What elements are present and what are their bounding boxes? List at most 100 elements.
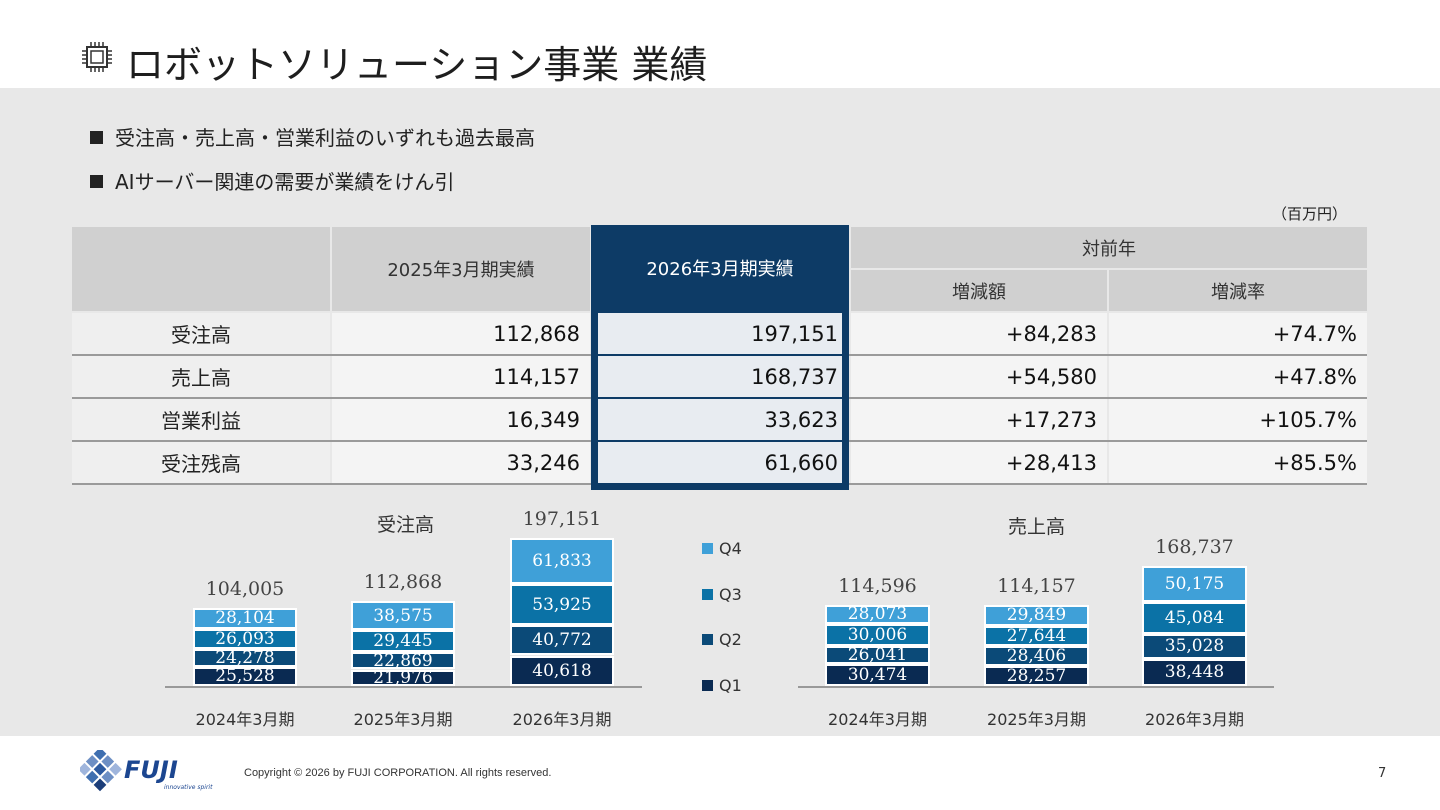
row-curr-value: 61,660 bbox=[598, 442, 842, 483]
chart-title: 売上高 bbox=[1008, 516, 1066, 538]
chip-icon bbox=[82, 42, 112, 72]
row-label: 受注残高 bbox=[72, 442, 330, 483]
title-bar: ロボットソリューション事業 業績 bbox=[0, 0, 1440, 88]
row-divider bbox=[849, 397, 1367, 399]
bar-segment-q2: 40,772 bbox=[510, 624, 614, 656]
row-prev-value: 33,246 bbox=[332, 442, 590, 483]
legend-swatch bbox=[702, 543, 713, 554]
row-divider bbox=[72, 397, 591, 399]
chart-baseline bbox=[165, 686, 642, 688]
chart-baseline bbox=[798, 686, 1274, 688]
bullet-item: 受注高・売上高・営業利益のいずれも過去最高 bbox=[90, 122, 535, 151]
bar-segment-q2: 35,028 bbox=[1142, 633, 1247, 659]
bar-total-label: 168,737 bbox=[1155, 536, 1234, 558]
row-diff-value: +84,283 bbox=[851, 313, 1107, 354]
legend-item-q4: Q4 bbox=[702, 539, 742, 558]
row-prev-value: 112,868 bbox=[332, 313, 590, 354]
row-rate-value: +105.7% bbox=[1109, 399, 1367, 440]
row-rate-value: +85.5% bbox=[1109, 442, 1367, 483]
bar-segment-q3: 30,006 bbox=[825, 624, 930, 646]
x-axis-label: 2026年3月期 bbox=[1145, 710, 1244, 729]
bar-segment-q2: 24,278 bbox=[193, 648, 297, 668]
bar-segment-q3: 53,925 bbox=[510, 584, 614, 625]
table-header-diff: 増減額 bbox=[851, 270, 1107, 311]
bar-segment-q2: 22,869 bbox=[351, 651, 455, 671]
bar-segment-q1: 25,528 bbox=[193, 666, 297, 686]
row-prev-value: 16,349 bbox=[332, 399, 590, 440]
bar-segment-q2: 28,406 bbox=[984, 645, 1089, 666]
legend-swatch bbox=[702, 589, 713, 600]
row-curr-value: 168,737 bbox=[598, 356, 842, 397]
row-divider bbox=[72, 354, 591, 356]
x-axis-label: 2025年3月期 bbox=[353, 710, 453, 729]
bar-segment-q4: 50,175 bbox=[1142, 566, 1247, 602]
row-divider bbox=[849, 440, 1367, 442]
legend-label: Q2 bbox=[719, 630, 742, 649]
legend-label: Q1 bbox=[719, 676, 742, 695]
row-prev-value: 114,157 bbox=[332, 356, 590, 397]
bar-segment-q3: 29,445 bbox=[351, 630, 455, 653]
page-number: 7 bbox=[1378, 766, 1387, 781]
row-label: 受注高 bbox=[72, 313, 330, 354]
bullet-item: AIサーバー関連の需要が業績をけん引 bbox=[90, 166, 454, 195]
bar-total-label: 104,005 bbox=[205, 577, 285, 600]
bullet-text: AIサーバー関連の需要が業績をけん引 bbox=[115, 170, 455, 194]
bar-total-label: 114,596 bbox=[838, 574, 917, 597]
row-divider bbox=[72, 440, 591, 442]
legend-item-q2: Q2 bbox=[702, 630, 742, 649]
bar-segment-q4: 28,073 bbox=[825, 604, 930, 624]
bullet-square-icon bbox=[90, 131, 103, 144]
fuji-logo: FUJI innovative spirit bbox=[80, 750, 213, 792]
legend-swatch bbox=[702, 680, 713, 691]
legend-label: Q3 bbox=[719, 585, 742, 604]
legend-label: Q4 bbox=[719, 539, 742, 558]
legend-item-q1: Q1 bbox=[702, 676, 742, 695]
chart-title: 受注高 bbox=[377, 514, 435, 536]
logo-tagline: innovative spirit bbox=[164, 784, 213, 791]
legend-item-q3: Q3 bbox=[702, 585, 742, 604]
row-divider bbox=[72, 483, 591, 485]
row-diff-value: +54,580 bbox=[851, 356, 1107, 397]
table-header-curr: 2026年3月期実績 bbox=[646, 259, 794, 280]
bar-segment-q4: 38,575 bbox=[351, 601, 455, 631]
bar-total-label: 112,868 bbox=[363, 571, 443, 594]
bar-segment-q4: 29,849 bbox=[984, 604, 1089, 627]
table-header-rate: 増減率 bbox=[1109, 270, 1367, 311]
table-header-prev: 2025年3月期実績 bbox=[332, 227, 590, 311]
row-label: 売上高 bbox=[72, 356, 330, 397]
row-diff-value: +17,273 bbox=[851, 399, 1107, 440]
bar-segment-q1: 40,618 bbox=[510, 655, 614, 686]
bar-segment-q3: 27,644 bbox=[984, 626, 1089, 646]
bar-segment-q1: 38,448 bbox=[1142, 658, 1247, 686]
x-axis-label: 2026年3月期 bbox=[512, 710, 612, 729]
logo-text: FUJI bbox=[124, 756, 178, 784]
bullet-square-icon bbox=[90, 175, 103, 188]
x-axis-label: 2025年3月期 bbox=[987, 710, 1086, 729]
unit-label: （百万円） bbox=[1272, 205, 1348, 223]
row-divider bbox=[849, 354, 1367, 356]
bar-total-label: 197,151 bbox=[522, 508, 602, 530]
x-axis-label: 2024年3月期 bbox=[195, 710, 295, 729]
x-axis-label: 2024年3月期 bbox=[828, 710, 927, 729]
bullet-text: 受注高・売上高・営業利益のいずれも過去最高 bbox=[115, 126, 535, 150]
row-rate-value: +47.8% bbox=[1109, 356, 1367, 397]
bar-segment-q3: 26,093 bbox=[193, 629, 297, 649]
page-title: ロボットソリューション事業 業績 bbox=[126, 43, 708, 87]
bar-segment-q1: 28,257 bbox=[984, 665, 1089, 686]
row-divider bbox=[849, 483, 1367, 485]
table-header-yoy: 対前年 bbox=[851, 227, 1367, 268]
legend-swatch bbox=[702, 634, 713, 645]
row-rate-value: +74.7% bbox=[1109, 313, 1367, 354]
row-curr-value: 33,623 bbox=[598, 399, 842, 440]
bar-segment-q1: 21,976 bbox=[351, 668, 455, 688]
row-diff-value: +28,413 bbox=[851, 442, 1107, 483]
bar-segment-q4: 61,833 bbox=[510, 538, 614, 585]
bar-segment-q3: 45,084 bbox=[1142, 601, 1247, 634]
bar-total-label: 114,157 bbox=[997, 574, 1076, 597]
row-curr-value: 197,151 bbox=[598, 313, 842, 354]
copyright-text: Copyright © 2026 by FUJI CORPORATION. Al… bbox=[244, 767, 552, 779]
bar-segment-q4: 28,104 bbox=[193, 607, 297, 630]
bar-segment-q2: 26,041 bbox=[825, 645, 930, 665]
table-header-blank bbox=[72, 227, 330, 311]
row-label: 営業利益 bbox=[72, 399, 330, 440]
